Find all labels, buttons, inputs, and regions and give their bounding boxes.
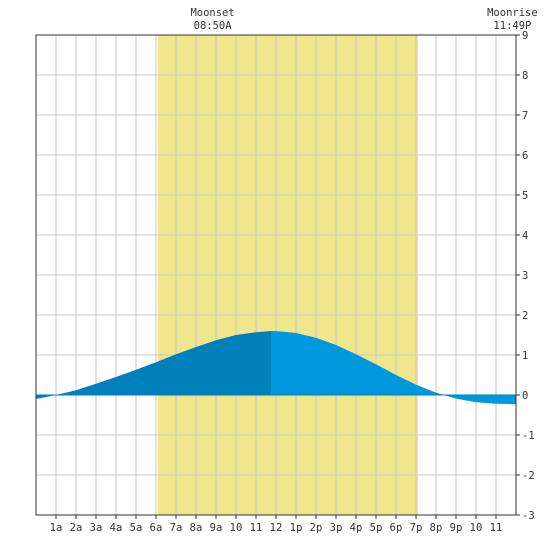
x-tick-label: 12 (270, 522, 283, 534)
x-tick-label: 8p (430, 522, 443, 534)
x-tick-label: 9p (450, 522, 463, 534)
y-tick-label: 1 (522, 350, 528, 362)
tide-area-rising (36, 331, 271, 399)
annotation-label: Moonrise (487, 7, 538, 19)
grid (36, 35, 516, 515)
y-axis: -3 -2 -1 0 1 2 3 4 5 6 7 8 9 (516, 30, 535, 522)
x-tick-label: 6p (390, 522, 403, 534)
annotation-time: 11:49P (493, 20, 531, 32)
x-tick-label: 6a (150, 522, 163, 534)
y-tick-label: 2 (522, 310, 528, 322)
y-tick-label: 7 (522, 110, 528, 122)
annotation-time: 08:50A (194, 20, 233, 32)
x-tick-label: 4a (110, 522, 123, 534)
y-tick-label: 3 (522, 270, 528, 282)
y-tick-label: 9 (522, 30, 528, 42)
x-tick-label: 5a (130, 522, 143, 534)
x-tick-label: 9a (210, 522, 223, 534)
y-tick-label: 0 (522, 390, 528, 402)
y-tick-label: 8 (522, 70, 528, 82)
x-tick-label: 2p (310, 522, 323, 534)
x-axis: 1a 2a 3a 4a 5a 6a 7a 8a 9a 10 11 12 1p 2p 3p 4p 5p 6p 7p 8p… (50, 515, 503, 534)
y-tick-label: 6 (522, 150, 528, 162)
x-tick-label: 10 (230, 522, 243, 534)
x-tick-label: 5p (370, 522, 383, 534)
annotation-label: Moonset (190, 7, 234, 19)
tide-area (36, 331, 516, 405)
x-tick-label: 8a (190, 522, 203, 534)
x-tick-label: 2a (70, 522, 83, 534)
y-tick-label: -2 (522, 470, 535, 482)
x-tick-label: 7a (170, 522, 183, 534)
y-tick-label: -3 (522, 510, 535, 522)
y-tick-label: 4 (522, 230, 528, 242)
tide-area-falling (271, 331, 516, 405)
x-tick-label: 4p (350, 522, 363, 534)
y-tick-label: 5 (522, 190, 528, 202)
x-tick-label: 11 (250, 522, 263, 534)
x-tick-label: 11 (490, 522, 503, 534)
y-tick-label: -1 (522, 430, 535, 442)
x-tick-label: 7p (410, 522, 423, 534)
x-tick-label: 10 (470, 522, 483, 534)
x-tick-label: 1p (290, 522, 303, 534)
x-tick-label: 3a (90, 522, 103, 534)
x-tick-label: 3p (330, 522, 343, 534)
x-tick-label: 1a (50, 522, 63, 534)
